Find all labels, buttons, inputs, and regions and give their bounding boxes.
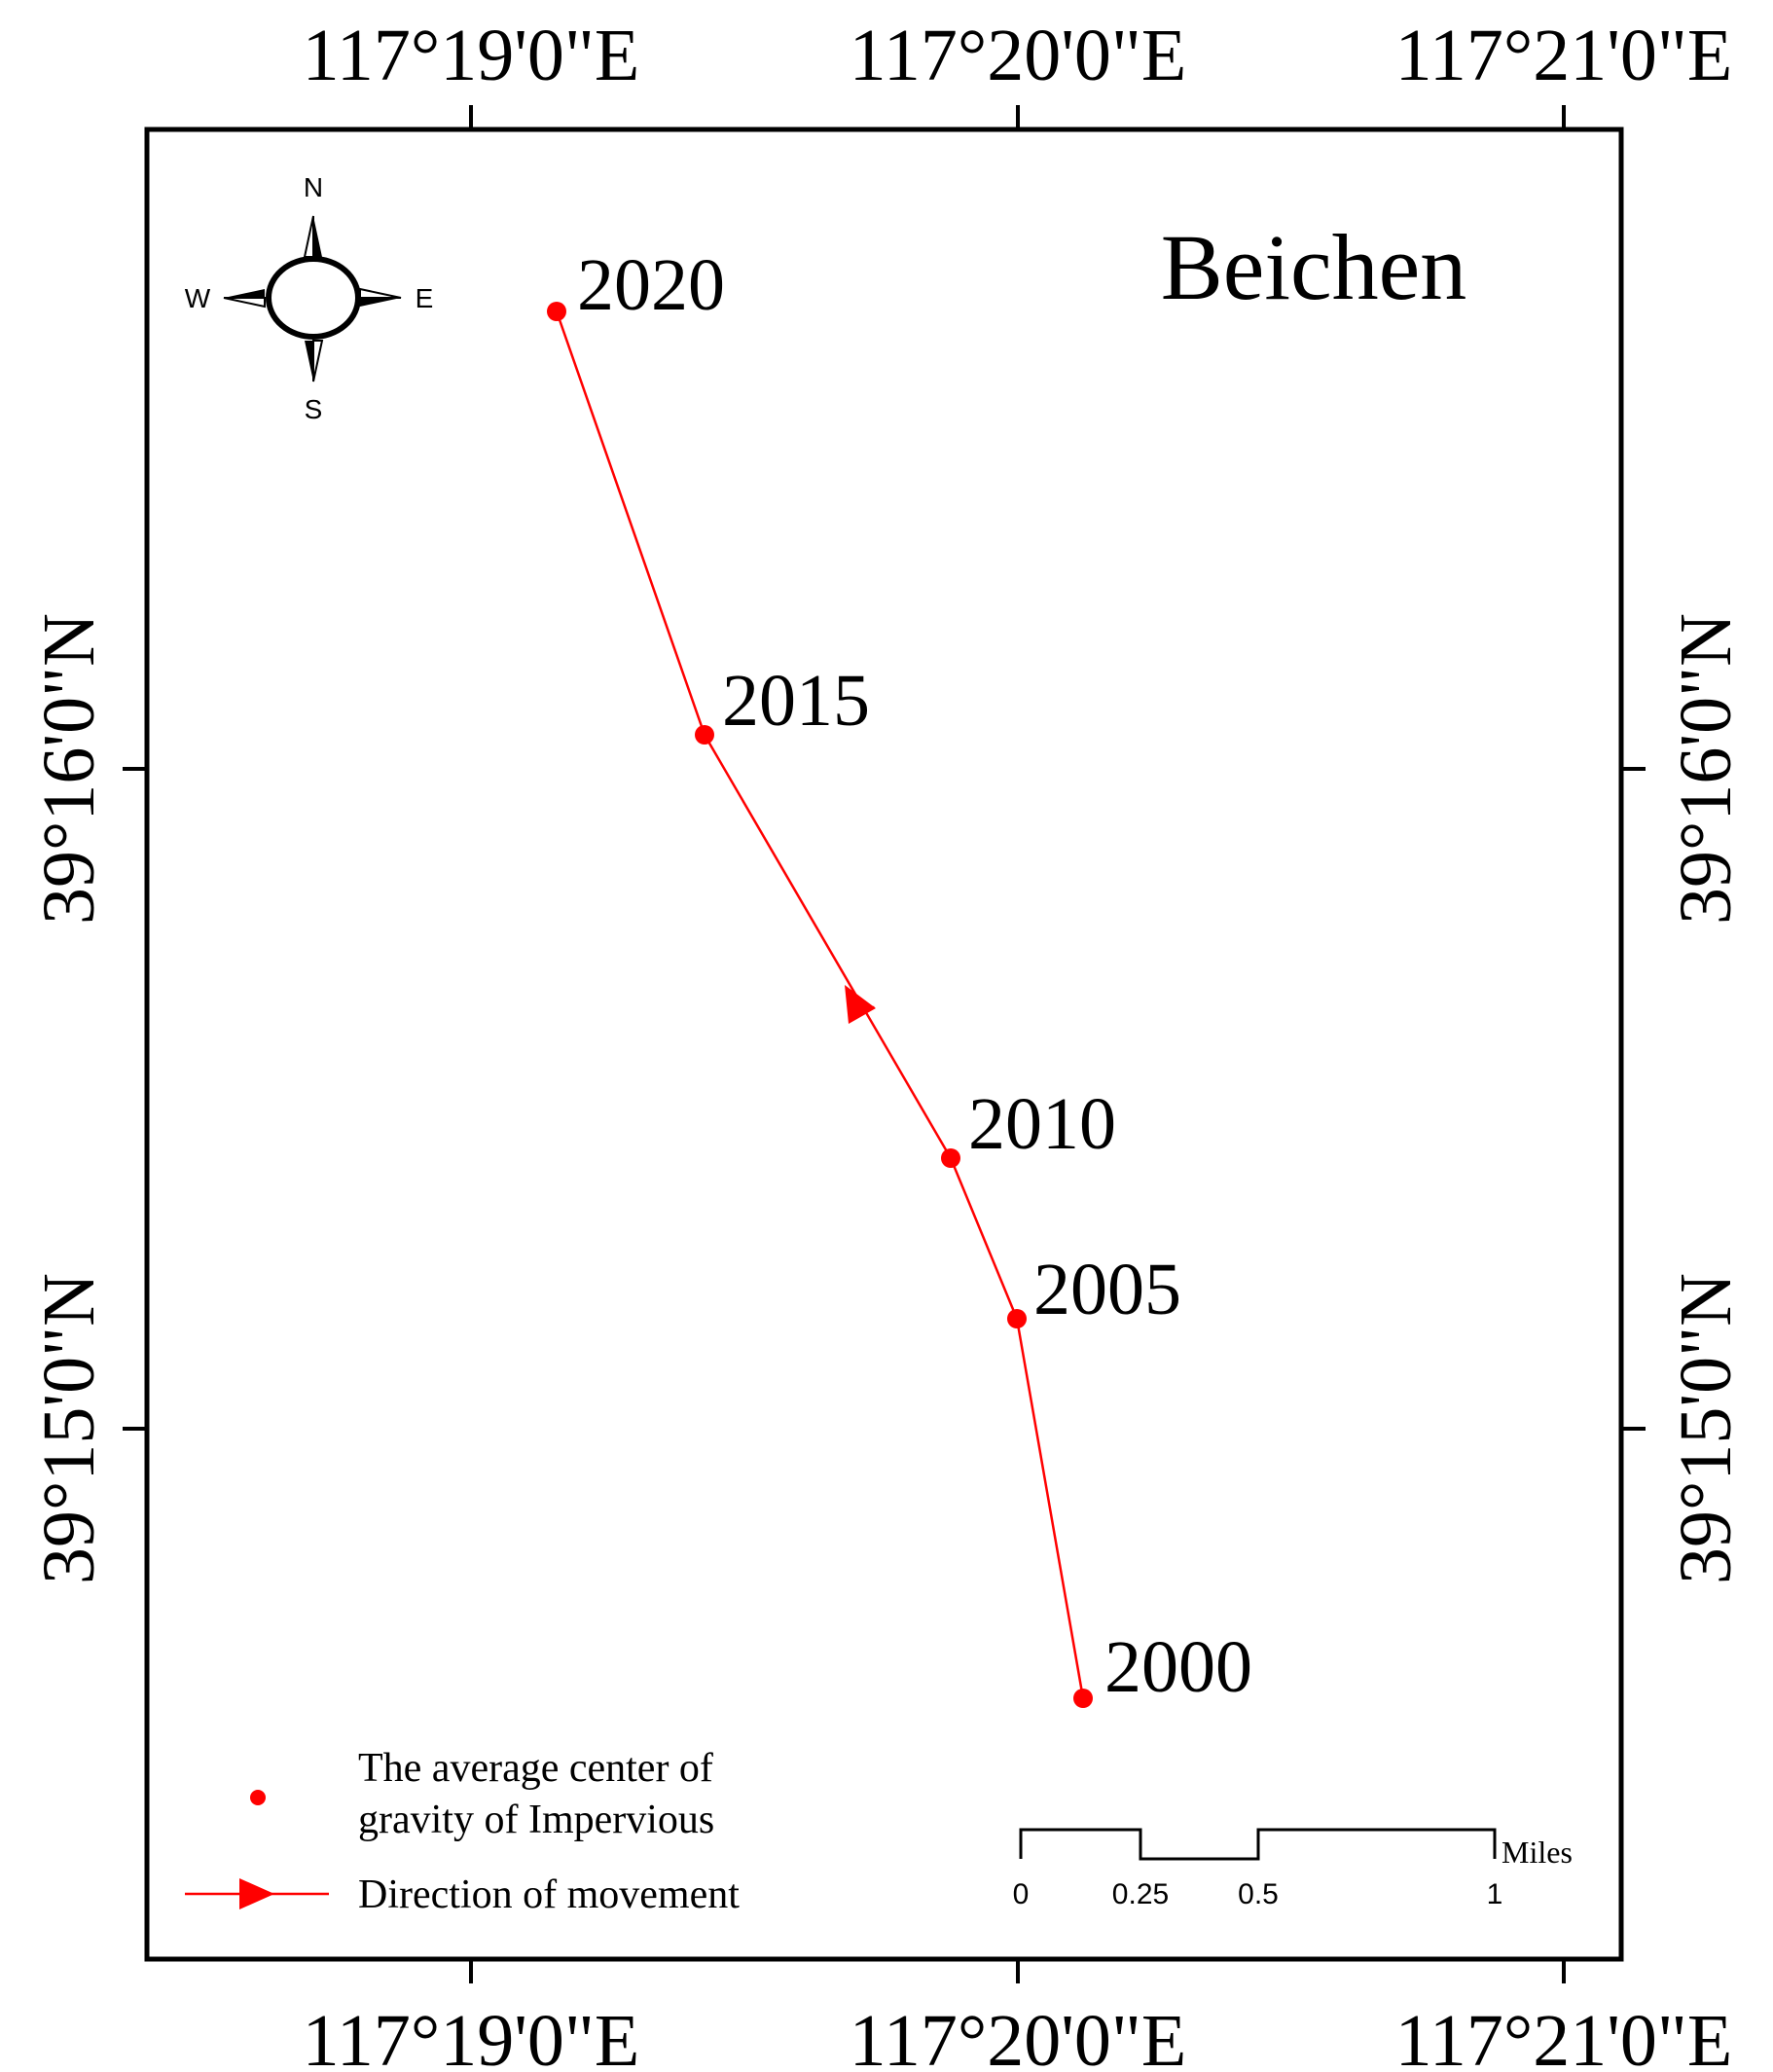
legend-center-line2: gravity of Impervious bbox=[358, 1798, 714, 1842]
lon-label-top-1: 117°19'0"E bbox=[303, 15, 640, 96]
movement-path bbox=[555, 310, 1085, 1699]
lat-label-left-1: 39°16'0"N bbox=[28, 613, 110, 925]
center-point-2020 bbox=[547, 302, 566, 321]
year-label-2020: 2020 bbox=[577, 244, 725, 326]
compass-s-label: S bbox=[305, 394, 323, 424]
scale-bar: Miles 0 0.25 0.5 1 bbox=[1013, 1828, 1573, 1910]
scale-tick-1: 1 bbox=[1487, 1878, 1503, 1910]
lat-label-right-1: 39°16'0"N bbox=[1665, 613, 1747, 925]
scale-tick-05: 0.5 bbox=[1238, 1878, 1279, 1910]
legend-direction-arrow-icon bbox=[239, 1878, 274, 1909]
longitude-ticks bbox=[469, 105, 1566, 1983]
map-frame bbox=[144, 127, 1624, 1962]
year-label-2005: 2005 bbox=[1033, 1249, 1181, 1330]
lon-label-bottom-1: 117°19'0"E bbox=[303, 2000, 640, 2072]
legend-direction-label: Direction of movement bbox=[358, 1872, 740, 1917]
compass-e-label: E bbox=[416, 283, 434, 313]
center-point-2010 bbox=[941, 1148, 960, 1168]
scale-unit-label: Miles bbox=[1502, 1835, 1573, 1870]
legend-point-symbol bbox=[250, 1790, 266, 1805]
latitude-ticks bbox=[123, 767, 1646, 1431]
lon-label-top-3: 117°21'0"E bbox=[1395, 15, 1733, 96]
center-point-2005 bbox=[1007, 1309, 1027, 1328]
lon-label-bottom-3: 117°21'0"E bbox=[1395, 2000, 1733, 2072]
year-label-2015: 2015 bbox=[722, 660, 870, 742]
legend-center-line1: The average center of bbox=[358, 1746, 713, 1791]
center-point-2000 bbox=[1073, 1689, 1093, 1708]
compass-w-label: W bbox=[185, 283, 211, 313]
compass-n-label: N bbox=[304, 172, 323, 202]
scale-tick-0: 0 bbox=[1013, 1878, 1030, 1910]
center-point-2015 bbox=[695, 725, 714, 745]
map-title: Beichen bbox=[1161, 215, 1467, 319]
lat-label-left-2: 39°15'0"N bbox=[28, 1273, 110, 1584]
direction-arrow-head bbox=[845, 985, 876, 1024]
lon-label-top-2: 117°20'0"E bbox=[850, 15, 1187, 96]
legend: The average center of gravity of Impervi… bbox=[185, 1746, 740, 1917]
lat-label-right-2: 39°15'0"N bbox=[1665, 1273, 1747, 1584]
year-label-2000: 2000 bbox=[1104, 1626, 1252, 1708]
compass-rose-icon: N S E W bbox=[185, 172, 434, 424]
lon-label-bottom-2: 117°20'0"E bbox=[850, 2000, 1187, 2072]
year-label-2010: 2010 bbox=[968, 1083, 1116, 1165]
scale-tick-025: 0.25 bbox=[1112, 1878, 1169, 1910]
